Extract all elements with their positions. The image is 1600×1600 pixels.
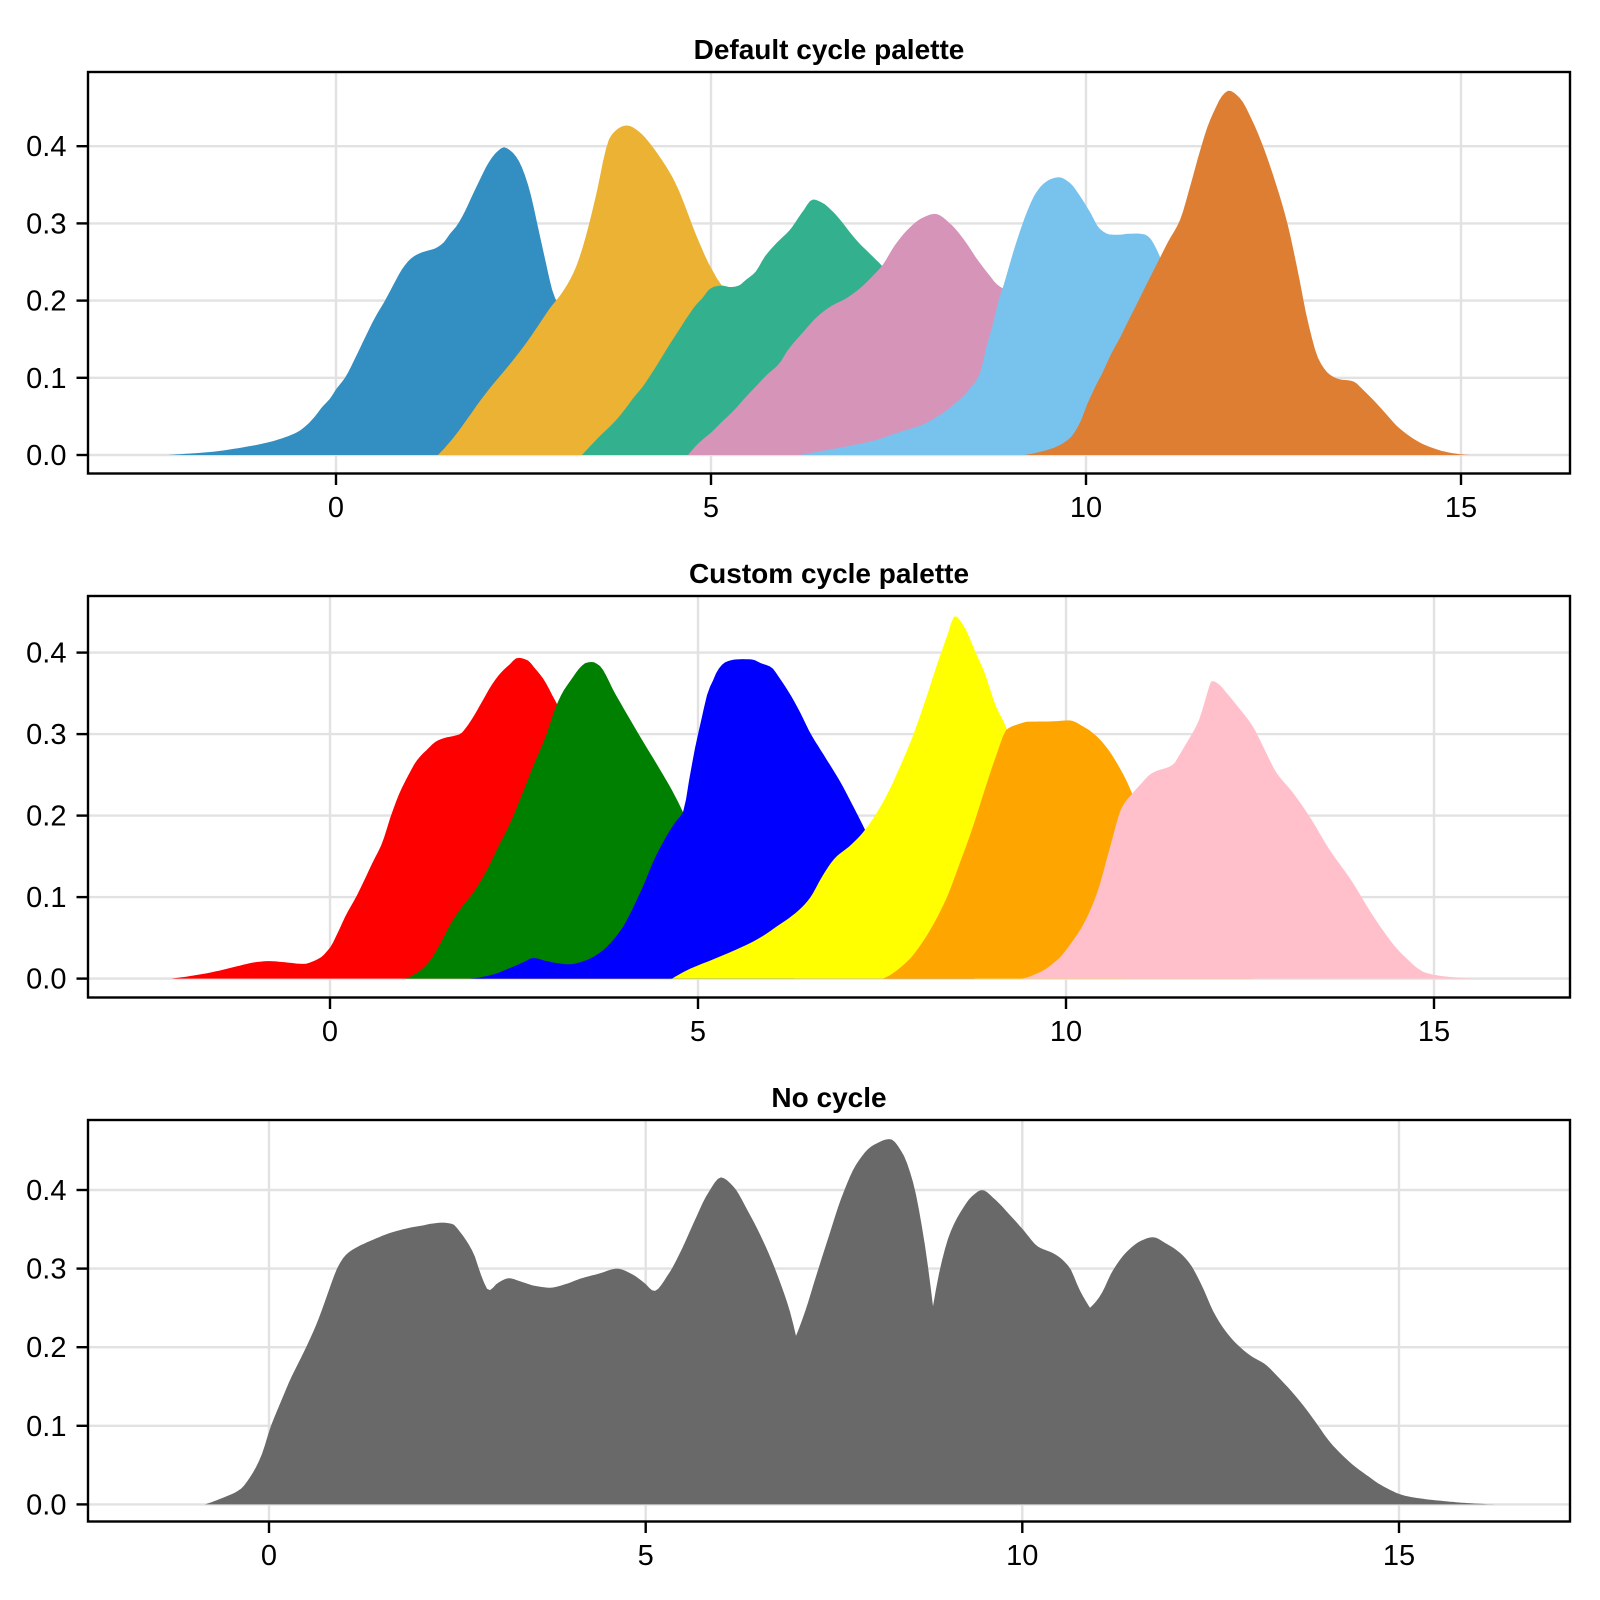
svg-text:0.3: 0.3 <box>26 1254 66 1286</box>
svg-text:0.1: 0.1 <box>26 1411 66 1443</box>
svg-text:0: 0 <box>328 492 344 524</box>
svg-text:5: 5 <box>638 1540 654 1572</box>
svg-text:0.2: 0.2 <box>26 286 66 318</box>
svg-text:0.2: 0.2 <box>26 801 66 833</box>
svg-text:10: 10 <box>1070 492 1102 524</box>
svg-text:Custom cycle palette: Custom cycle palette <box>689 558 969 589</box>
svg-text:10: 10 <box>1006 1540 1038 1572</box>
svg-text:No cycle: No cycle <box>771 1082 886 1113</box>
svg-text:0.4: 0.4 <box>26 1175 66 1207</box>
svg-text:0.0: 0.0 <box>26 1489 66 1521</box>
svg-text:0.1: 0.1 <box>26 363 66 395</box>
svg-text:0.3: 0.3 <box>26 719 66 751</box>
svg-text:0.0: 0.0 <box>26 964 66 996</box>
svg-text:15: 15 <box>1418 1016 1450 1048</box>
svg-text:5: 5 <box>690 1016 706 1048</box>
svg-text:0.4: 0.4 <box>26 131 66 163</box>
svg-text:0: 0 <box>261 1540 277 1572</box>
svg-text:15: 15 <box>1445 492 1477 524</box>
svg-text:0.2: 0.2 <box>26 1332 66 1364</box>
svg-text:0.4: 0.4 <box>26 638 66 670</box>
svg-text:0.1: 0.1 <box>26 882 66 914</box>
svg-text:0.0: 0.0 <box>26 440 66 472</box>
svg-text:15: 15 <box>1383 1540 1415 1572</box>
svg-text:0: 0 <box>322 1016 338 1048</box>
svg-text:Default cycle palette: Default cycle palette <box>694 34 965 65</box>
svg-text:5: 5 <box>703 492 719 524</box>
svg-text:0.3: 0.3 <box>26 208 66 240</box>
svg-text:10: 10 <box>1050 1016 1082 1048</box>
